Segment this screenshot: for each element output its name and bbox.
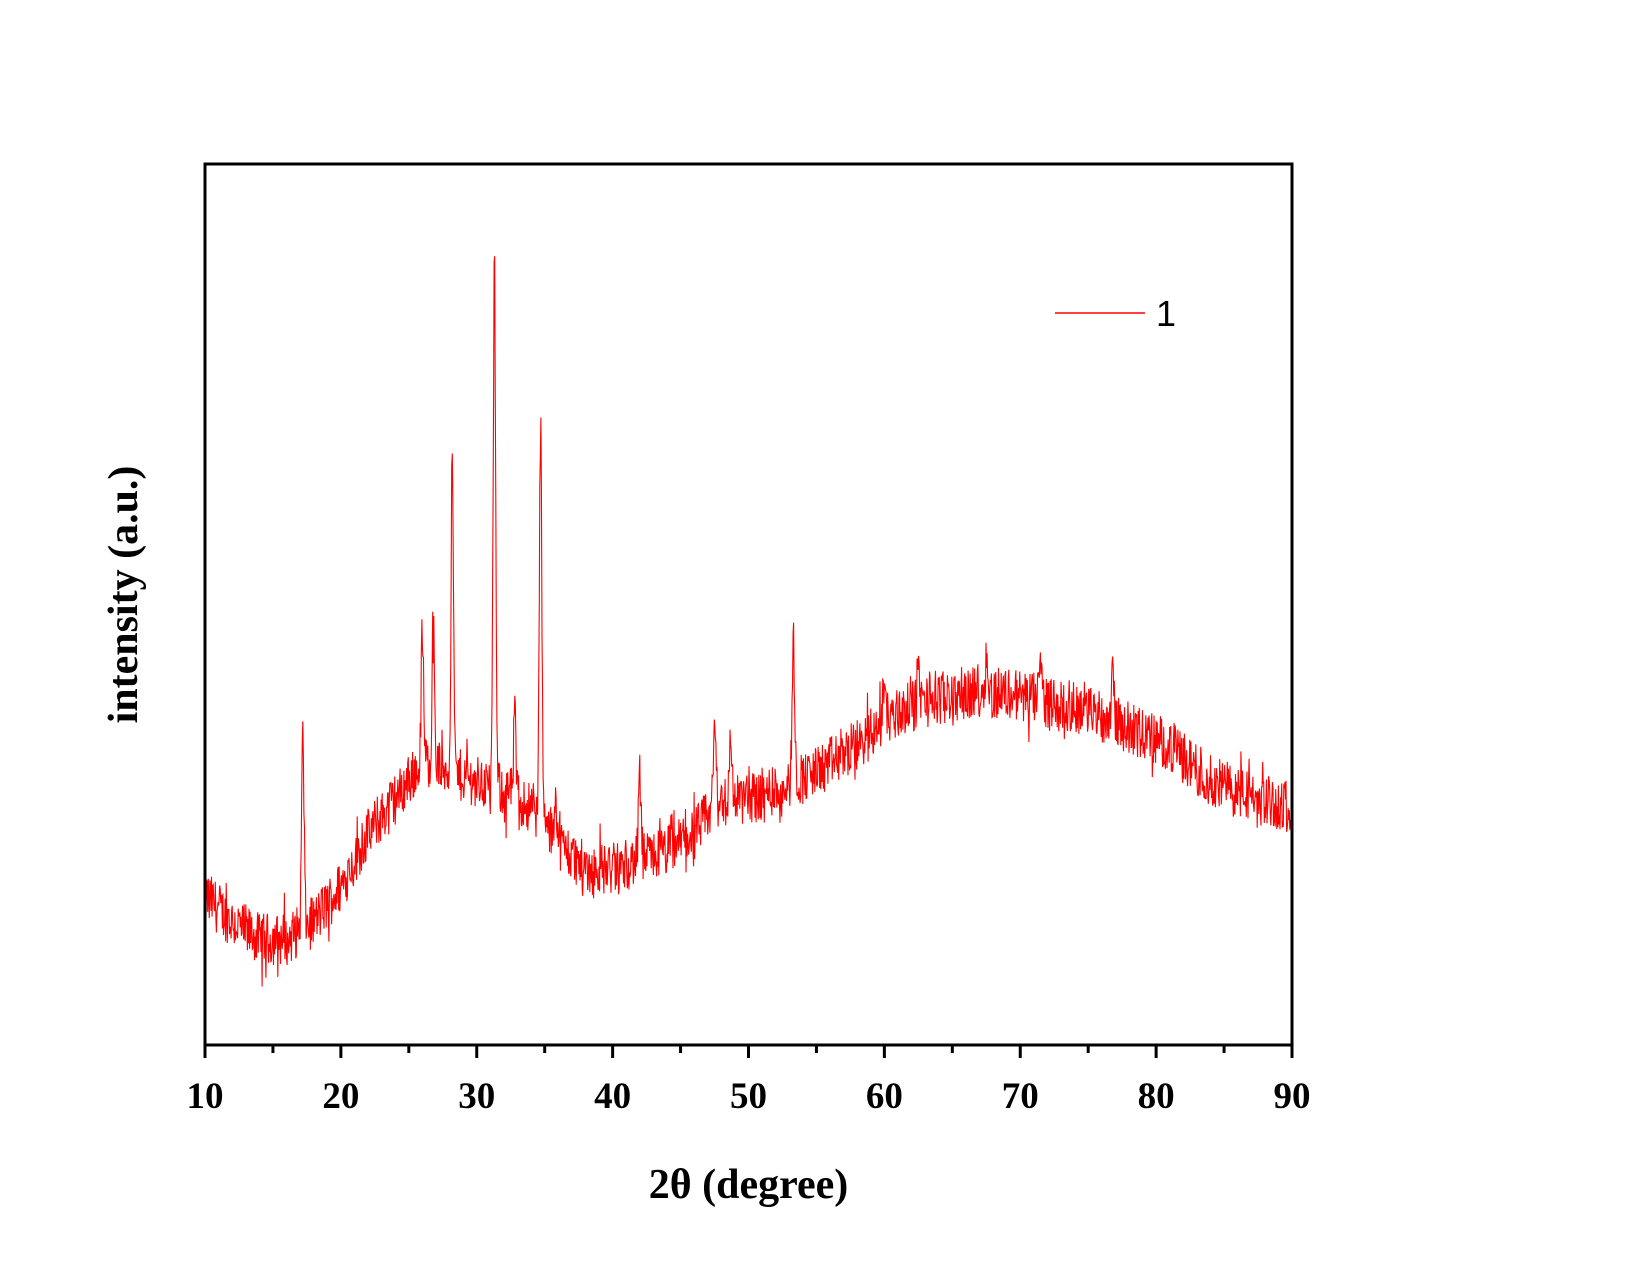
legend: 1 (1055, 293, 1176, 334)
x-tick-label: 90 (1274, 1076, 1311, 1117)
x-tick-label: 50 (730, 1076, 767, 1117)
y-axis-title: intensity (a.u.) (101, 466, 147, 724)
x-tick-label: 60 (866, 1076, 903, 1117)
plot-frame (203, 162, 1294, 1047)
x-tick-label: 10 (187, 1076, 224, 1117)
series-layer (204, 256, 1293, 987)
x-tick-label: 20 (322, 1076, 359, 1117)
legend-label: 1 (1156, 293, 1176, 334)
x-tick-label: 80 (1138, 1076, 1175, 1117)
x-tick-label: 40 (594, 1076, 631, 1117)
x-tick-label: 70 (1002, 1076, 1039, 1117)
x-axis-title: 2θ (degree) (649, 1162, 849, 1208)
x-tick-label: 30 (458, 1076, 495, 1117)
series-line-1 (204, 256, 1293, 987)
tick-layer: 10 20 30 40 50 60 70 80 90 (187, 1045, 1311, 1117)
